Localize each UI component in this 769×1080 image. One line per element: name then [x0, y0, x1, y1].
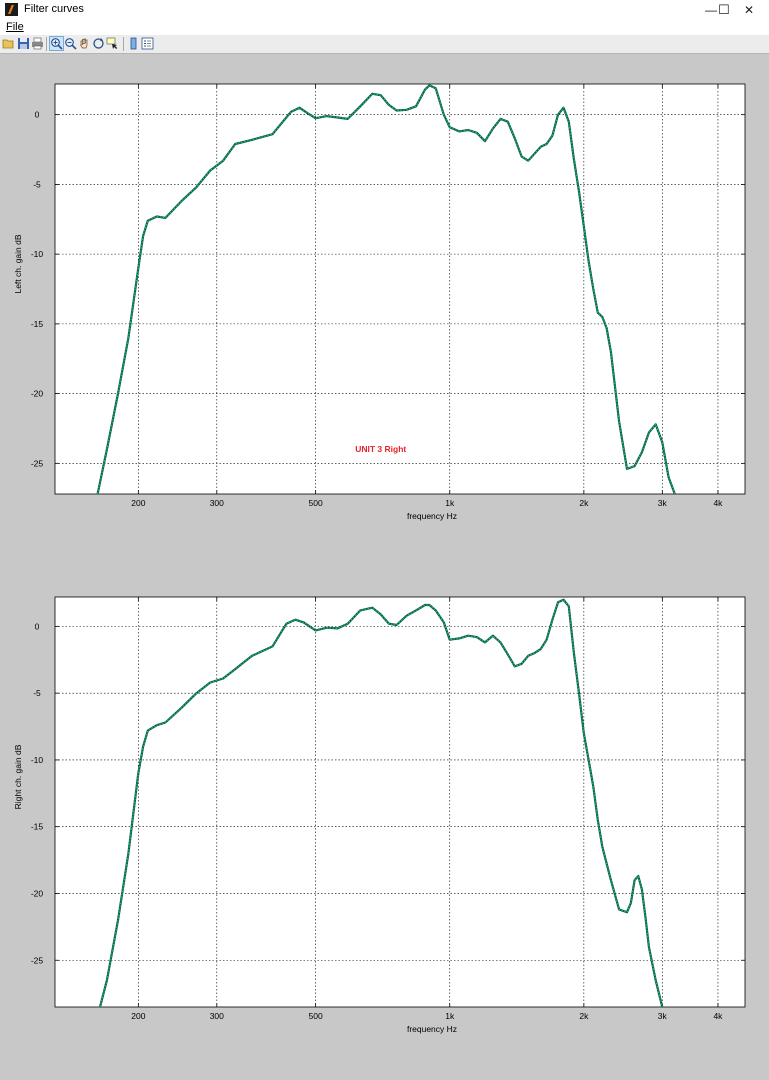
figure-canvas: 200 300 500 1k 2k 3k 4k 0 -5 -10 -15 -20 -25 frequenc… — [13, 83, 746, 1034]
toolbar-separator — [123, 37, 124, 51]
y-axis-label: Right ch. gain dB — [13, 744, 23, 809]
left-channel-plot: 200 300 500 1k 2k 3k 4k 0 -5 -10 -15 -20 -25 frequenc… — [13, 83, 746, 521]
y-tick-label: -25 — [31, 458, 44, 468]
y-tick-label: -5 — [33, 688, 41, 698]
pan-icon[interactable] — [78, 37, 91, 50]
window-title: Filter curves — [24, 3, 84, 15]
matlab-figure-icon — [5, 3, 18, 16]
y-tick-label: 0 — [35, 110, 40, 120]
plot-area — [54, 596, 746, 1008]
plot-area — [54, 83, 746, 495]
menu-file[interactable]: File — [6, 21, 24, 33]
y-tick-label: -20 — [31, 888, 44, 898]
x-tick-label: 1k — [445, 1011, 455, 1021]
series-line — [99, 599, 663, 1007]
toolbar-separator — [46, 37, 47, 51]
x-tick-label: 1k — [445, 498, 455, 508]
right-channel-plot: 200 300 500 1k 2k 3k 4k 0 -5 -10 -15 -20 -25 frequenc… — [13, 596, 746, 1034]
y-tick-label: -15 — [31, 319, 44, 329]
y-tick-label: -10 — [31, 249, 44, 259]
zoom-out-icon[interactable] — [64, 37, 77, 50]
x-tick-label: 2k — [579, 1011, 589, 1021]
colorbar-icon[interactable] — [127, 37, 140, 50]
menu-bar: File — [0, 20, 769, 35]
rotate-icon[interactable] — [92, 37, 105, 50]
maximize-button[interactable]: ☐ — [718, 2, 730, 17]
minimize-button[interactable]: — — [705, 3, 717, 17]
x-axis-label: frequency Hz — [407, 1024, 457, 1034]
y-tick-label: -10 — [31, 755, 44, 765]
data-cursor-icon[interactable] — [106, 37, 119, 50]
open-icon[interactable] — [2, 37, 15, 50]
x-tick-label: 500 — [309, 1011, 323, 1021]
y-tick-label: -5 — [33, 179, 41, 189]
figure-toolbar — [0, 35, 769, 54]
x-tick-label: 200 — [131, 1011, 145, 1021]
x-tick-label: 200 — [131, 498, 145, 508]
x-tick-label: 300 — [210, 1011, 224, 1021]
x-axis-label: frequency Hz — [407, 511, 457, 521]
legend-icon[interactable] — [141, 37, 154, 50]
y-tick-label: 0 — [35, 621, 40, 631]
series-line — [97, 84, 676, 494]
x-tick-label: 3k — [658, 1011, 668, 1021]
save-icon[interactable] — [17, 37, 30, 50]
x-tick-label: 500 — [309, 498, 323, 508]
close-button[interactable]: ✕ — [743, 3, 755, 17]
x-tick-label: 4k — [713, 498, 723, 508]
print-icon[interactable] — [31, 37, 44, 50]
y-tick-label: -20 — [31, 389, 44, 399]
x-tick-label: 300 — [210, 498, 224, 508]
plot-annotation: UNIT 3 Right — [355, 444, 406, 454]
x-tick-label: 2k — [579, 498, 589, 508]
x-tick-label: 3k — [658, 498, 668, 508]
y-tick-label: -25 — [31, 955, 44, 965]
y-axis-label: Left ch. gain dB — [13, 234, 23, 293]
y-tick-label: -15 — [31, 822, 44, 832]
title-bar: Filter curves — ☐ ✕ — [0, 0, 769, 20]
x-tick-label: 4k — [713, 1011, 723, 1021]
zoom-in-icon[interactable] — [49, 36, 64, 51]
